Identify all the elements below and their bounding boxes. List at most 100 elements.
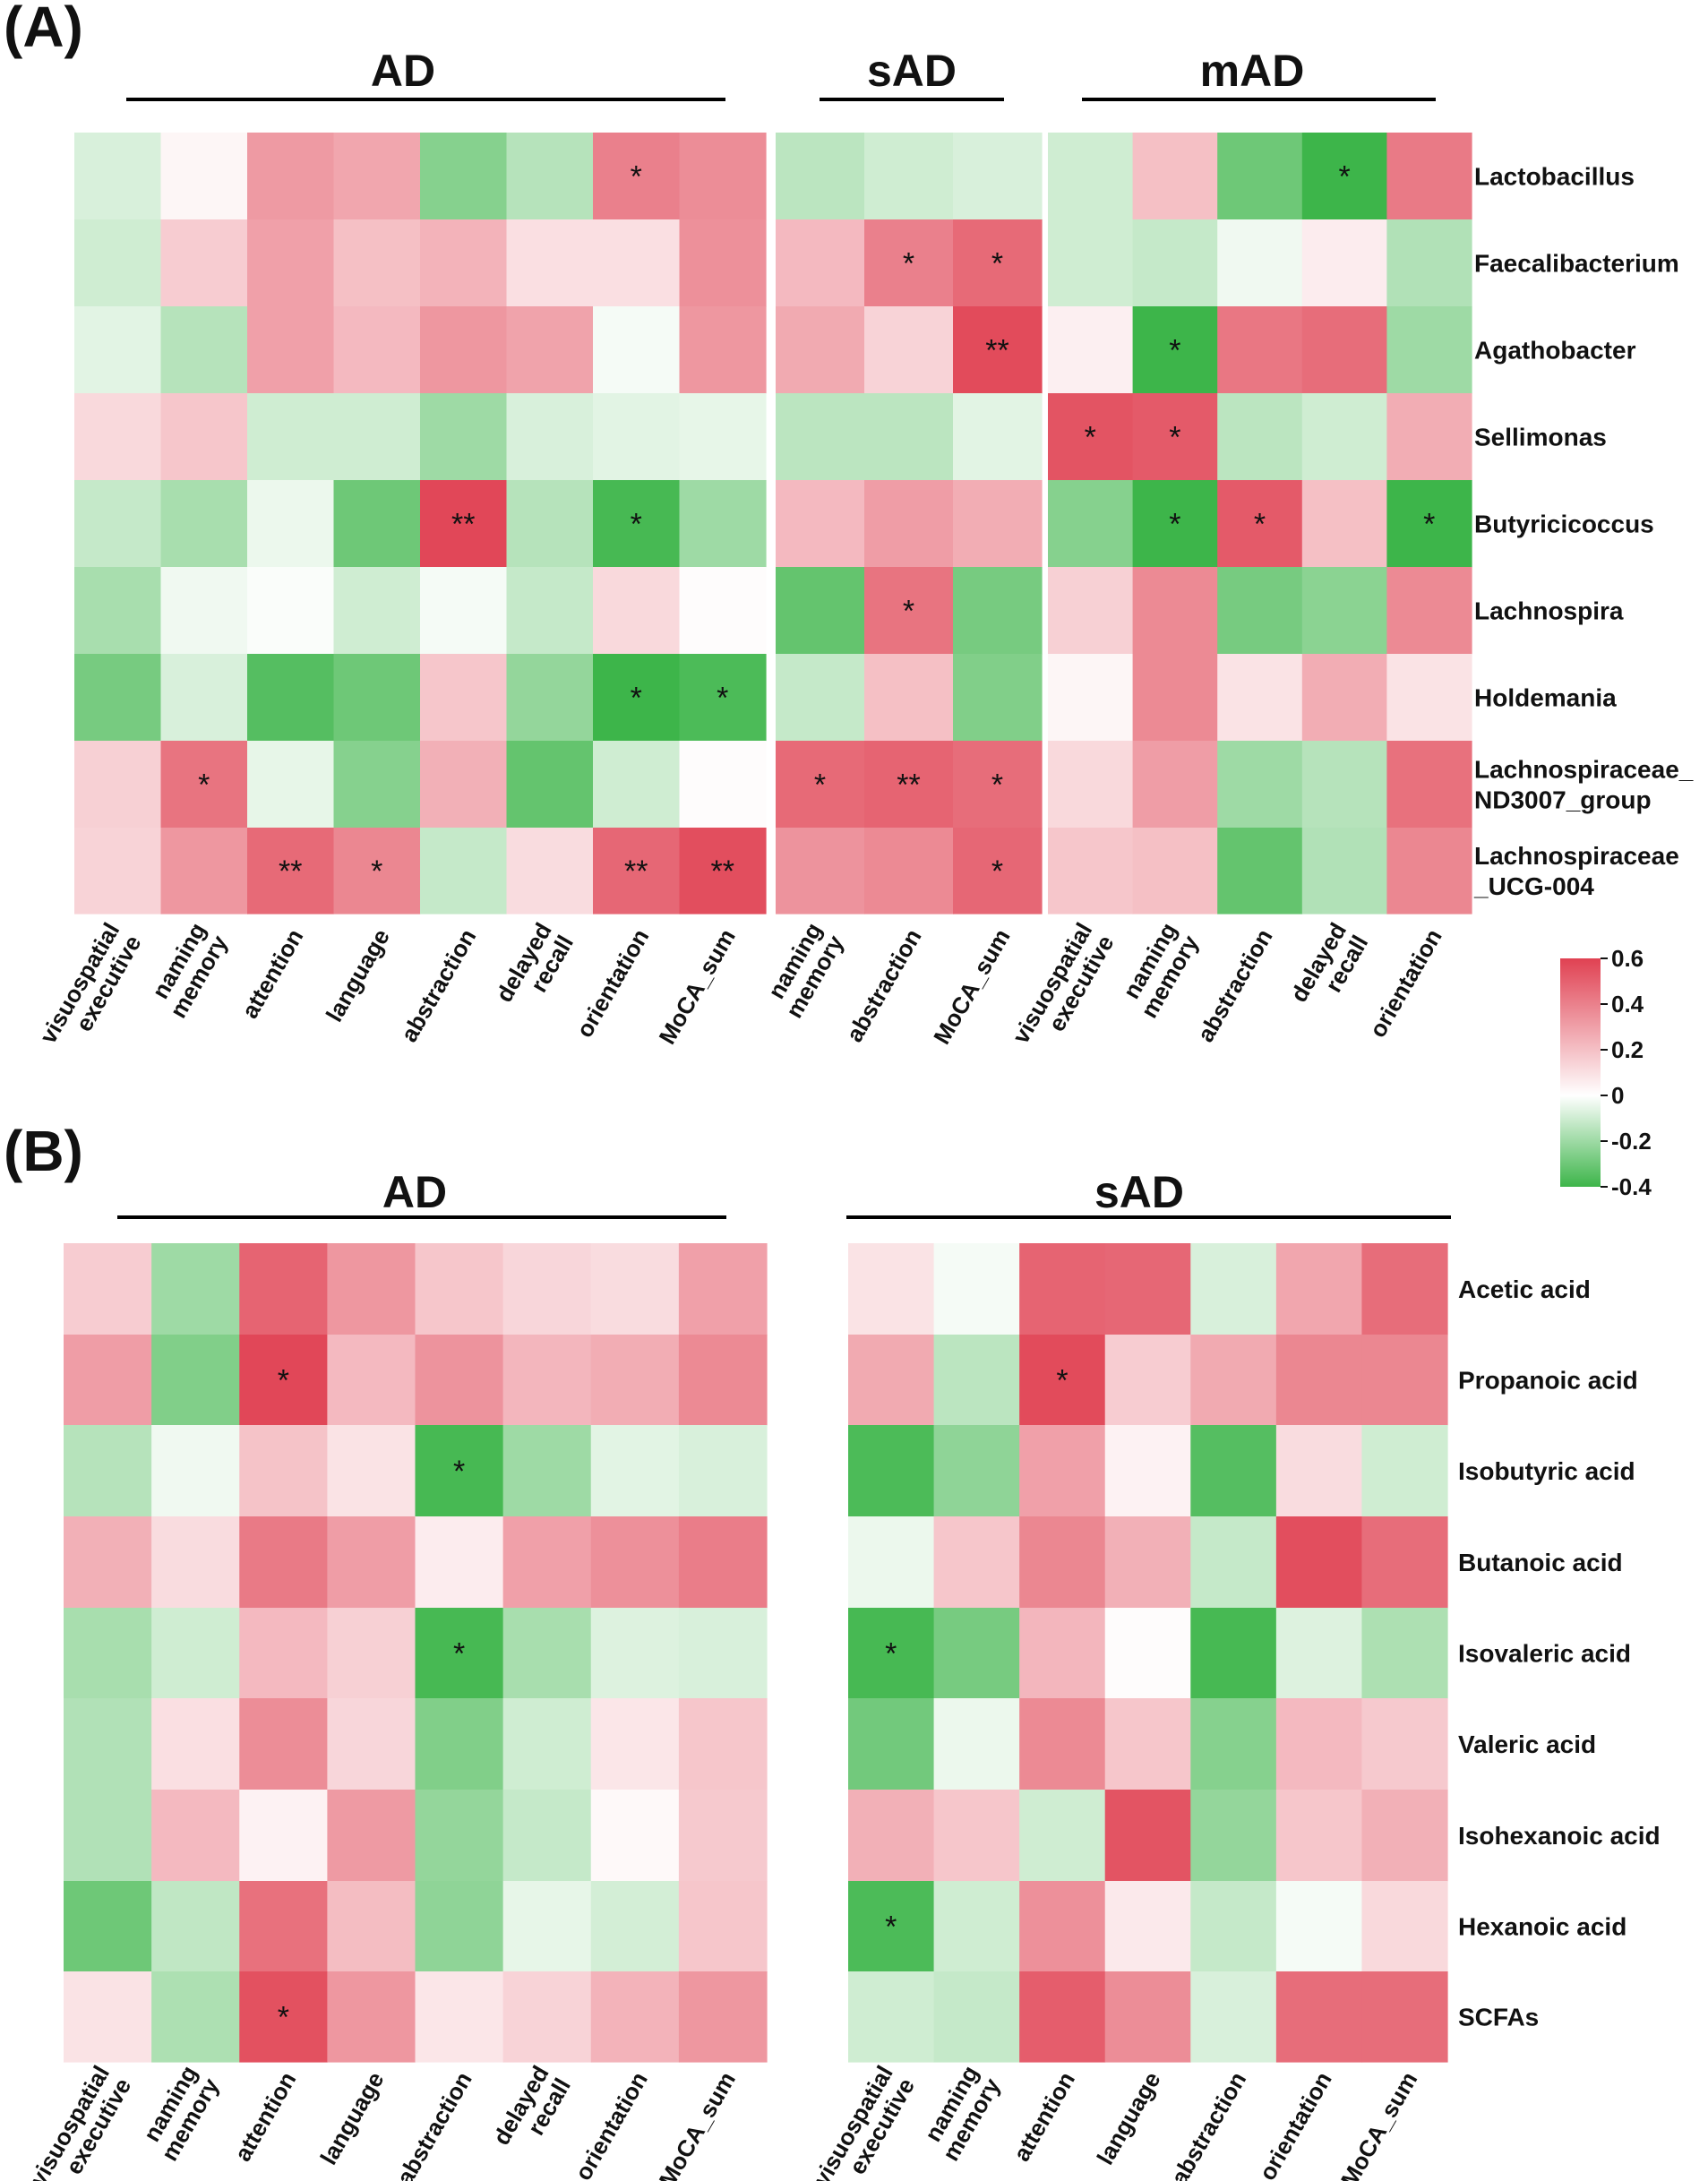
heatmap-cell [502,1243,592,1335]
heatmap-cell [1048,567,1134,655]
heatmap-group-ad [64,1243,768,2063]
heatmap-cell [933,1335,1020,1426]
heatmap-cell [953,393,1043,481]
heatmap-cell [1019,1243,1106,1335]
heatmap-cell [1386,741,1472,829]
heatmap-cell [1361,1516,1448,1609]
heatmap-cell [776,828,865,914]
heatmap-cell [678,1698,768,1790]
heatmap-cell [679,219,767,307]
column-label: namingmemory [915,2061,1006,2166]
row-label: Isohexanoic acid [1458,1822,1661,1850]
significance-mark: * [198,769,210,803]
heatmap-cell [1386,828,1472,914]
column-label: orientation [1254,2067,1337,2181]
heatmap-cell [1132,133,1218,220]
heatmap-cell [864,480,954,568]
heatmap-cell [64,1971,152,2063]
column-label-line: MoCA_sum [928,924,1015,1049]
heatmap-cell [933,1698,1020,1790]
heatmap-cell [679,828,767,914]
significance-mark: * [885,1637,897,1671]
column-label: namingmemory [142,918,233,1023]
heatmap-cell [1190,1790,1277,1882]
row-label-line: ND3007_group [1474,786,1652,814]
heatmap-cell [420,133,508,220]
heatmap-cell [848,1971,935,2063]
heatmap-cell [776,306,865,394]
heatmap-cell [333,133,421,220]
row-label-line: _UCG-004 [1473,872,1594,900]
column-label-line: orientation [571,924,654,1042]
group-title: sAD [867,46,957,96]
column-label: visuospatialexecutive [34,918,146,1060]
heatmap-cell [502,1881,592,1972]
heatmap-cell [953,828,1043,914]
column-label: MoCA_sum [653,924,740,1049]
heatmap-cell [160,567,248,655]
column-label-line: attention [236,924,309,1023]
heatmap-cell [247,654,335,742]
heatmap-cell [1386,393,1472,481]
heatmap-cell [160,133,248,220]
column-label: namingmemory [759,918,849,1023]
colorbar-tick-label: 0.4 [1611,991,1644,1018]
heatmap-cell [64,1698,152,1790]
heatmap-cell [776,133,865,220]
column-label-line: abstraction [1192,924,1278,1046]
row-label-line: Hexanoic acid [1458,1913,1626,1941]
heatmap-cell [1386,480,1472,568]
heatmap-cell [933,1425,1020,1517]
heatmap-cell [1275,1335,1363,1426]
heatmap-cell [247,306,335,394]
heatmap-cell [74,828,162,914]
heatmap-panel-b [64,1243,1448,2063]
heatmap-group-sad [776,133,1043,914]
heatmap-cell [151,1516,240,1609]
heatmap-cell [776,654,865,742]
heatmap-cell [1301,828,1387,914]
heatmap-cell [239,1243,328,1335]
heatmap-cell [1361,1971,1448,2063]
significance-mark: * [278,2001,289,2035]
heatmap-cell [1361,1243,1448,1335]
significance-mark: * [1423,508,1435,542]
heatmap-cell [1275,1425,1363,1517]
heatmap-cell [1104,1790,1191,1882]
significance-mark: ** [985,334,1008,368]
heatmap-cell [74,133,162,220]
heatmap-cell [327,1516,416,1609]
significance-mark: * [717,682,728,716]
heatmap-cell [506,567,594,655]
heatmap-cell [1361,1425,1448,1517]
row-label-line: Isohexanoic acid [1458,1822,1661,1850]
heatmap-cell [1386,654,1472,742]
heatmap-cell [415,1608,504,1699]
heatmap-cell [848,1698,935,1790]
colorbar-tick-label: 0.6 [1611,945,1644,972]
heatmap-cell [1217,741,1303,829]
heatmap-cell [506,654,594,742]
row-label-line: Lachnospira [1474,597,1624,625]
heatmap-cell [1104,1243,1191,1335]
heatmap-cell [590,1790,680,1882]
heatmap-cell [1019,1881,1106,1972]
significance-mark: * [903,247,914,281]
heatmap-cell [1104,1881,1191,1972]
heatmap-cell [864,828,954,914]
heatmap-cell [1361,1698,1448,1790]
column-label-line: abstraction [395,924,481,1046]
row-label-line: Sellimonas [1474,424,1607,451]
panel-letter: (A) [4,0,83,59]
row-label-line: SCFAs [1458,2004,1539,2031]
heatmap-cell [151,1608,240,1699]
column-label: MoCA_sum [654,2067,741,2181]
column-label-line: language [1092,2067,1166,2169]
heatmap-cell [239,1698,328,1790]
heatmap-cell [1104,1335,1191,1426]
heatmap-cell [333,567,421,655]
row-label: Isovaleric acid [1458,1640,1631,1668]
heatmap-cell [247,393,335,481]
heatmap-cell [1019,1516,1106,1609]
heatmap-cell [848,1790,935,1882]
